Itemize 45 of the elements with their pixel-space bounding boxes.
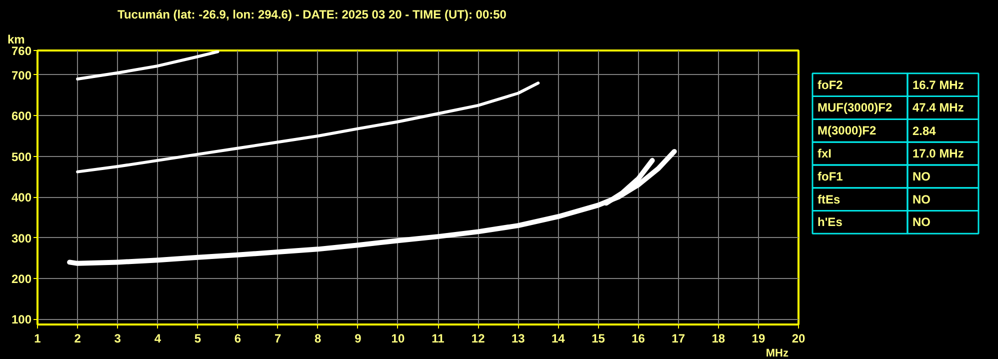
x-tick-label: 18 bbox=[712, 332, 726, 346]
x-tick-label: 1 bbox=[34, 332, 42, 346]
text: foF1 bbox=[818, 169, 844, 184]
y-tick-label: 200 bbox=[11, 272, 32, 286]
text: 47.4 MHz bbox=[912, 100, 964, 115]
x-tick-label: 11 bbox=[432, 332, 445, 346]
text: 17.0 MHz bbox=[912, 146, 964, 161]
text: fxI bbox=[818, 146, 832, 161]
x-tick-label: 13 bbox=[511, 332, 526, 346]
x-tick-label: 19 bbox=[752, 332, 766, 346]
y-axis-title: km bbox=[8, 32, 25, 46]
y-tick-label: 760 bbox=[11, 44, 32, 58]
x-tick-label: 9 bbox=[354, 332, 362, 346]
chart-title: Tucumán (lat: -26.9, lon: 294.6) - DATE: 2025 03 20 - TIME (UT): 00:50 bbox=[118, 8, 507, 22]
y-tick-label: 600 bbox=[11, 109, 32, 124]
y-tick-label: 100 bbox=[11, 312, 32, 327]
y-tick-label: 300 bbox=[11, 231, 32, 246]
text: NO bbox=[912, 169, 930, 184]
text: ftEs bbox=[818, 192, 840, 206]
x-tick-label: 2 bbox=[74, 332, 82, 346]
x-tick-label: 20 bbox=[792, 332, 806, 346]
x-tick-label: 15 bbox=[592, 332, 606, 346]
x-tick-label: 16 bbox=[632, 332, 646, 346]
x-tick-label: 3 bbox=[114, 332, 122, 346]
x-tick-label: 5 bbox=[194, 332, 202, 346]
y-tick-label: 500 bbox=[11, 150, 32, 164]
y-tick-label: 400 bbox=[11, 190, 32, 205]
x-tick-label: 4 bbox=[154, 332, 162, 346]
x-tick-label: 6 bbox=[234, 332, 242, 346]
text: 2.84 bbox=[912, 124, 936, 138]
text: h'Es bbox=[818, 215, 843, 230]
x-tick-label: 8 bbox=[314, 332, 322, 346]
y-tick-label: 700 bbox=[11, 68, 32, 82]
x-tick-label: 14 bbox=[552, 332, 566, 346]
text: foF2 bbox=[818, 78, 844, 92]
x-tick-label: 17 bbox=[672, 332, 686, 346]
text: NO bbox=[912, 192, 930, 206]
text: M(3000)F2 bbox=[818, 124, 877, 138]
text: NO bbox=[912, 215, 930, 230]
x-tick-label: 7 bbox=[274, 332, 282, 346]
text: 16.7 MHz bbox=[912, 78, 964, 92]
x-tick-label: 12 bbox=[471, 332, 486, 346]
x-tick-label: 10 bbox=[391, 332, 405, 346]
x-axis-title: MHz bbox=[766, 348, 789, 359]
text: MUF(3000)F2 bbox=[818, 100, 893, 115]
